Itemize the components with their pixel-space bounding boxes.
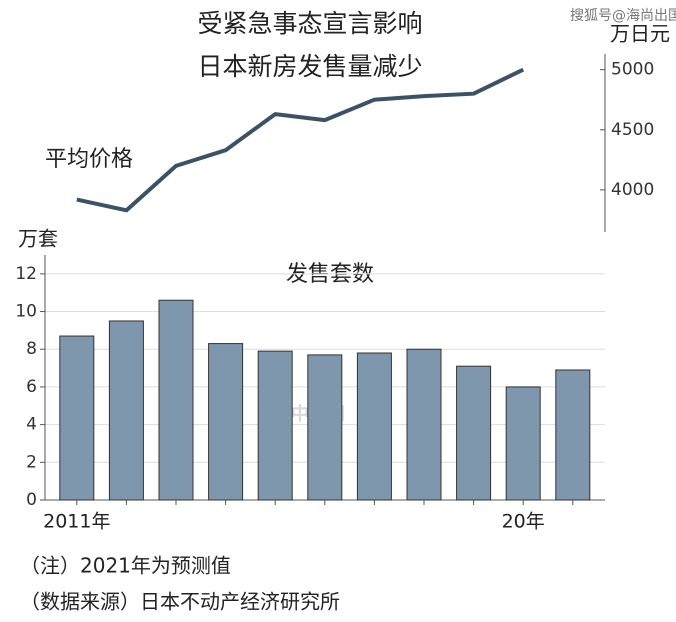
- y2-tick-label: 4000: [611, 180, 654, 200]
- bar: [456, 365, 492, 501]
- y-axis-label: 万套: [18, 227, 58, 251]
- series-label: 平均价格: [45, 147, 133, 172]
- x-tick-label: 20年: [502, 511, 545, 533]
- watermark: 搜狐号@海尚出国移民: [570, 8, 676, 24]
- y-tick-label: 10: [15, 302, 37, 322]
- bar: [505, 386, 541, 501]
- bar: [158, 299, 194, 501]
- y-tick-label: 0: [26, 490, 37, 510]
- bar: [257, 350, 293, 501]
- y2-tick-label: 5000: [611, 60, 654, 80]
- price-line: [76, 67, 525, 213]
- chart-subtitle: 发售套数: [286, 262, 374, 287]
- note: （注）2021年为预测值: [20, 554, 231, 578]
- bar: [59, 335, 95, 501]
- y-tick-label: 12: [15, 264, 37, 284]
- y2-axis-label: 万日元: [610, 22, 670, 46]
- bar: [406, 348, 442, 501]
- title-line: 受紧急事态宣言影响: [197, 9, 422, 38]
- bar: [555, 369, 591, 501]
- x-tick-label: 2011年: [43, 511, 110, 533]
- y2-tick-label: 4500: [611, 120, 654, 140]
- bar: [108, 320, 144, 501]
- title-line: 日本新房发售量减少: [197, 52, 422, 81]
- y-tick-label: 8: [26, 339, 37, 359]
- bar: [208, 343, 244, 501]
- bar: [356, 352, 392, 501]
- y-tick-label: 2: [26, 452, 37, 472]
- y-tick-label: 4: [26, 415, 37, 435]
- bar: [307, 354, 343, 501]
- y-tick-label: 6: [26, 377, 37, 397]
- note: （数据来源）日本不动产经济研究所: [20, 590, 340, 614]
